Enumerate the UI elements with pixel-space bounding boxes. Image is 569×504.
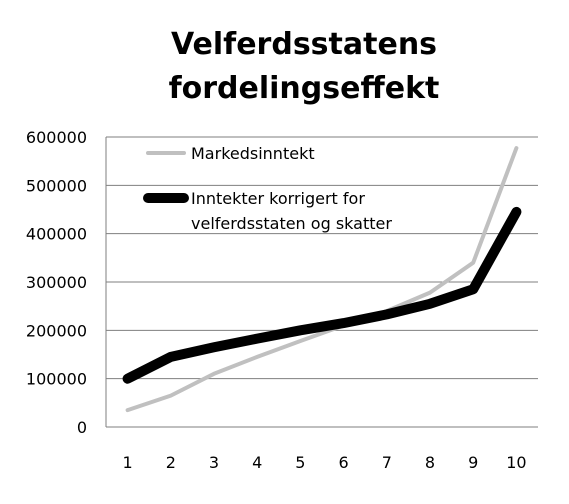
y-tick-label: 100000 bbox=[26, 370, 87, 389]
series-layer bbox=[122, 146, 522, 413]
x-tick-label: 3 bbox=[209, 453, 219, 472]
x-tick-label: 9 bbox=[468, 453, 478, 472]
legend-label-2: velferdsstaten og skatter bbox=[191, 214, 392, 233]
y-tick-label: 400000 bbox=[26, 225, 87, 244]
chart-title-line-1: Velferdsstatens bbox=[171, 27, 437, 62]
legend-label-2: Inntekter korrigert for bbox=[191, 189, 365, 208]
x-tick-label: 10 bbox=[506, 453, 526, 472]
x-tick-label: 7 bbox=[382, 453, 392, 472]
y-tick-label: 200000 bbox=[26, 321, 87, 340]
y-tick-label: 500000 bbox=[26, 176, 87, 195]
legend-label-1: Markedsinntekt bbox=[191, 144, 315, 163]
legend: Markedsinntekt Inntekter korrigert for vel… bbox=[143, 144, 392, 233]
x-tick-label: 4 bbox=[252, 453, 262, 472]
x-tick-label: 6 bbox=[339, 453, 349, 472]
y-tick-label: 300000 bbox=[26, 273, 87, 292]
x-tick-label: 1 bbox=[123, 453, 133, 472]
x-tick-label: 2 bbox=[166, 453, 176, 472]
chart-title-line-2: fordelingseffekt bbox=[169, 71, 440, 106]
series-line-2 bbox=[122, 206, 522, 384]
x-tick-label: 8 bbox=[425, 453, 435, 472]
axis-layer: 0 100000 200000 300000 400000 500000 600000 1 2 3… bbox=[26, 128, 527, 472]
series-line-1 bbox=[125, 146, 519, 413]
y-tick-label: 0 bbox=[77, 418, 87, 437]
x-tick-label: 5 bbox=[295, 453, 305, 472]
y-tick-label: 600000 bbox=[26, 128, 87, 147]
